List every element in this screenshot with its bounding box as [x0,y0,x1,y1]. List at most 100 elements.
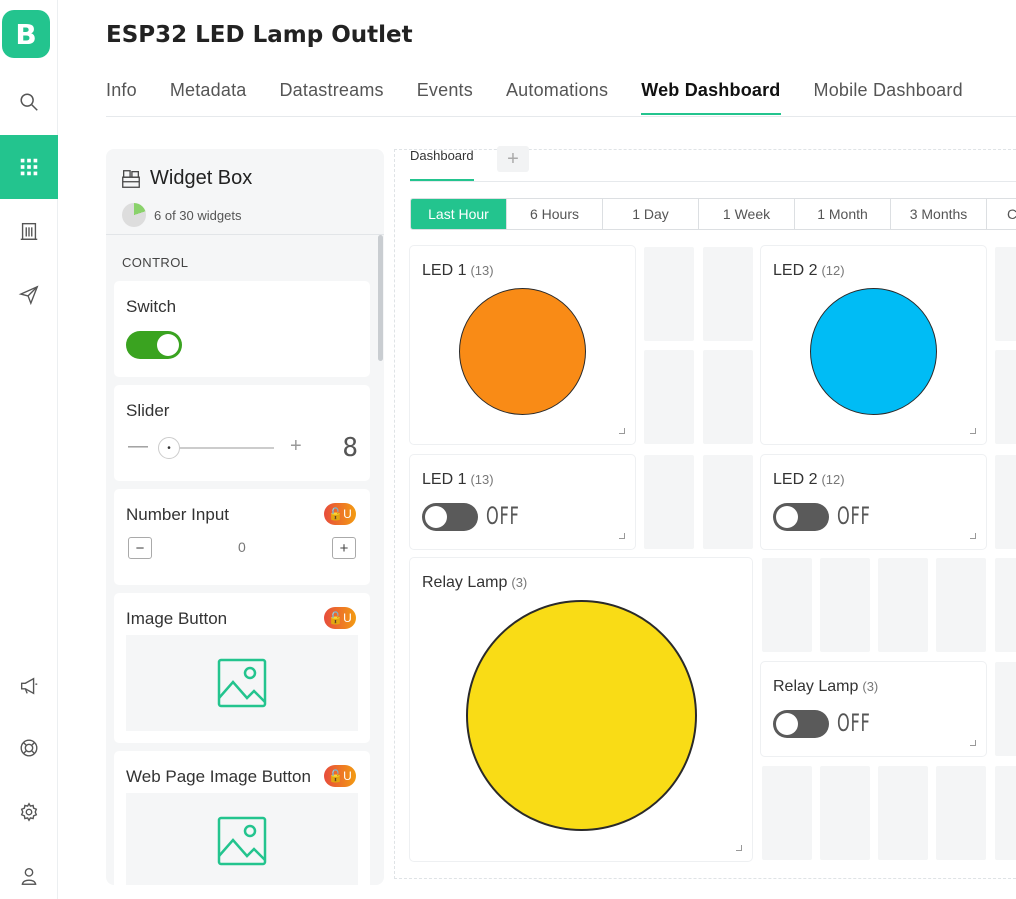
relay-lamp-switch-toggle[interactable] [773,710,829,738]
led2-switch-title: LED 2 (12) [773,471,845,488]
grid-cell [703,350,753,444]
grid-cell [820,558,870,652]
grid-cell [995,558,1016,652]
led1-widget[interactable]: LED 1 (13) [410,246,635,444]
range-1-month[interactable]: 1 Month [795,199,891,229]
led2-widget-title: LED 2 (12) [773,262,845,279]
settings-gear-icon[interactable] [0,780,58,844]
image-placeholder [126,635,358,731]
image-placeholder [126,793,358,885]
page-title: ESP32 LED Lamp Outlet [106,22,413,48]
led1-widget-title: LED 1 (13) [422,262,494,279]
relay-lamp-switch-widget[interactable]: Relay Lamp (3) OFF [761,662,986,756]
help-lifebuoy-icon[interactable] [0,716,58,780]
led2-indicator [810,288,937,415]
main-tabs: Info Metadata Datastreams Events Automat… [106,80,996,115]
led1-switch-state: OFF [486,502,520,530]
slider-track [160,447,274,449]
grid-cell [644,350,694,444]
grid-cell [936,766,986,860]
grid-cell [995,350,1016,444]
widget-switch-label: Switch [126,297,177,316]
grid-cell [644,247,694,341]
user-profile-icon[interactable] [0,844,58,899]
resize-handle-icon[interactable] [619,533,625,539]
search-icon[interactable] [0,70,58,134]
relay-lamp-switch-state: OFF [837,709,871,737]
dashboard-tab-divider [410,181,1016,182]
widget-slider-label: Slider [126,401,170,420]
resize-handle-icon[interactable] [970,533,976,539]
range-1-day[interactable]: 1 Day [603,199,699,229]
range-6-hours[interactable]: 6 Hours [507,199,603,229]
tab-web-dashboard[interactable]: Web Dashboard [641,80,781,115]
time-range-selector: Last Hour 6 Hours 1 Day 1 Week 1 Month 3… [410,198,1016,230]
number-input-value: 0 [238,539,246,555]
grid-cell [703,455,753,549]
widget-image-button[interactable]: Image Button 🔓U [114,593,370,743]
grid-cell [995,766,1016,860]
slider-knob: • [158,437,180,459]
dashboard-canvas [394,149,1016,879]
tab-automations[interactable]: Automations [505,80,609,100]
led1-indicator [459,288,586,415]
widget-web-page-image-button-label: Web Page Image Button [126,767,311,786]
widget-slider[interactable]: Slider — • + 8 [114,385,370,481]
relay-lamp-widget[interactable]: Relay Lamp (3) [410,558,752,861]
range-custom[interactable]: C [987,199,1016,229]
range-last-hour[interactable]: Last Hour [411,199,507,229]
grid-cell [878,766,928,860]
blynk-logo[interactable]: B [2,10,50,58]
range-3-months[interactable]: 3 Months [891,199,987,229]
relay-lamp-title: Relay Lamp (3) [422,574,528,591]
send-icon[interactable] [0,263,58,327]
tab-mobile-dashboard[interactable]: Mobile Dashboard [813,80,963,100]
widget-number-input[interactable]: Number Input 🔓U − 0 + [114,489,370,585]
range-1-week[interactable]: 1 Week [699,199,795,229]
resize-handle-icon[interactable] [736,845,742,851]
tabs-divider [106,116,1016,117]
led1-switch-widget[interactable]: LED 1 (13) OFF [410,455,635,549]
relay-lamp-switch-title: Relay Lamp (3) [773,678,879,695]
grid-cell [820,766,870,860]
grid-cell [762,558,812,652]
tab-info[interactable]: Info [106,80,137,100]
image-icon [217,658,267,708]
upgrade-lock-icon: 🔓U [324,607,356,629]
grid-cell [936,558,986,652]
megaphone-icon[interactable] [0,654,58,718]
widget-box-panel: Widget Box 6 of 30 widgets CONTROL Switc… [106,149,384,885]
widget-box-scrollbar[interactable] [378,235,383,361]
upgrade-lock-icon: 🔓U [324,765,356,787]
grid-cell [762,766,812,860]
grid-cell [703,247,753,341]
section-control-label: CONTROL [122,255,189,270]
grid-cell [878,558,928,652]
led1-switch-toggle[interactable] [422,503,478,531]
widget-count-text: 6 of 30 widgets [154,207,242,223]
widget-image-button-label: Image Button [126,609,228,628]
led2-switch-widget[interactable]: LED 2 (12) OFF [761,455,986,549]
building-icon[interactable] [0,199,58,263]
resize-handle-icon[interactable] [970,740,976,746]
tab-events[interactable]: Events [416,80,473,100]
resize-handle-icon[interactable] [970,428,976,434]
upgrade-lock-icon: 🔓U [324,503,356,525]
tab-metadata[interactable]: Metadata [169,80,247,100]
add-tab-button[interactable]: + [497,146,529,172]
grid-cell [995,455,1016,549]
widget-switch[interactable]: Switch [114,281,370,377]
widget-box-icon [122,169,140,188]
led2-switch-toggle[interactable] [773,503,829,531]
widget-usage-pie-icon [122,203,146,227]
tab-datastreams[interactable]: Datastreams [279,80,384,100]
led2-widget[interactable]: LED 2 (12) [761,246,986,444]
resize-handle-icon[interactable] [619,428,625,434]
switch-toggle-preview [126,331,182,359]
slider-plus-icon: + [290,435,302,457]
widget-box-divider [106,234,384,235]
led1-switch-title: LED 1 (13) [422,471,494,488]
widget-web-page-image-button[interactable]: Web Page Image Button 🔓U [114,751,370,885]
devices-grid-icon[interactable] [0,135,58,199]
dashboard-tab[interactable]: Dashboard [410,148,474,181]
